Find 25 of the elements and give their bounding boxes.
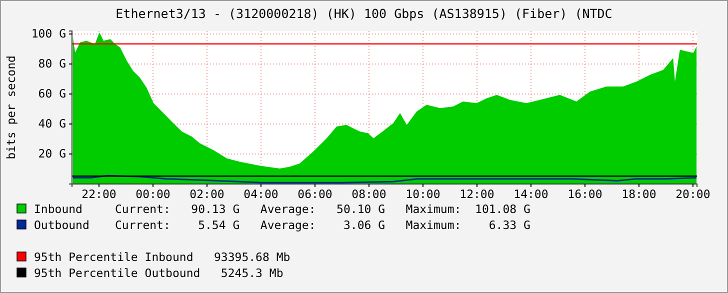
x-tick-label: 08:00	[352, 187, 386, 202]
x-tick-label: 04:00	[244, 187, 278, 202]
x-tick-label: 02:00	[190, 187, 224, 202]
legend-label: 95th Percentile Outbound 5245.3 Mb	[34, 266, 284, 280]
x-tick-label: 20:00	[676, 187, 710, 202]
y-tick-label: 40 G	[38, 116, 66, 131]
y-tick-label: 80 G	[38, 56, 66, 71]
legend-label: Outbound	[34, 218, 90, 232]
y-tick-label: 20 G	[38, 146, 66, 161]
x-tick-label: 18:00	[622, 187, 656, 202]
y-tick-label: 60 G	[38, 86, 66, 101]
x-tick-label: 22:00	[82, 187, 116, 202]
x-tick-label: 12:00	[460, 187, 494, 202]
text: Current: 90.13 G Average: 50.10 G Maximum: 101.08 G	[115, 202, 530, 216]
x-tick-label: 06:00	[298, 187, 332, 202]
y-tick-label: 100 G	[31, 26, 66, 41]
x-tick-label: 14:00	[514, 187, 548, 202]
legend-label: 95th Percentile Inbound 93395.68 Mb	[34, 250, 290, 264]
x-tick-label: 00:00	[136, 187, 170, 202]
x-tick-label: 10:00	[406, 187, 440, 202]
legend-label: Inbound	[34, 202, 82, 216]
chart-title: Ethernet3/13 - (3120000218) (HK) 100 Gbps (AS138915) (Fiber) (NTDC	[116, 6, 612, 21]
text: Current: 5.54 G Average: 3.06 G Maximum: 6.33 G	[115, 218, 530, 232]
x-tick-label: 16:00	[568, 187, 602, 202]
y-axis-title: bits per second	[4, 56, 18, 160]
